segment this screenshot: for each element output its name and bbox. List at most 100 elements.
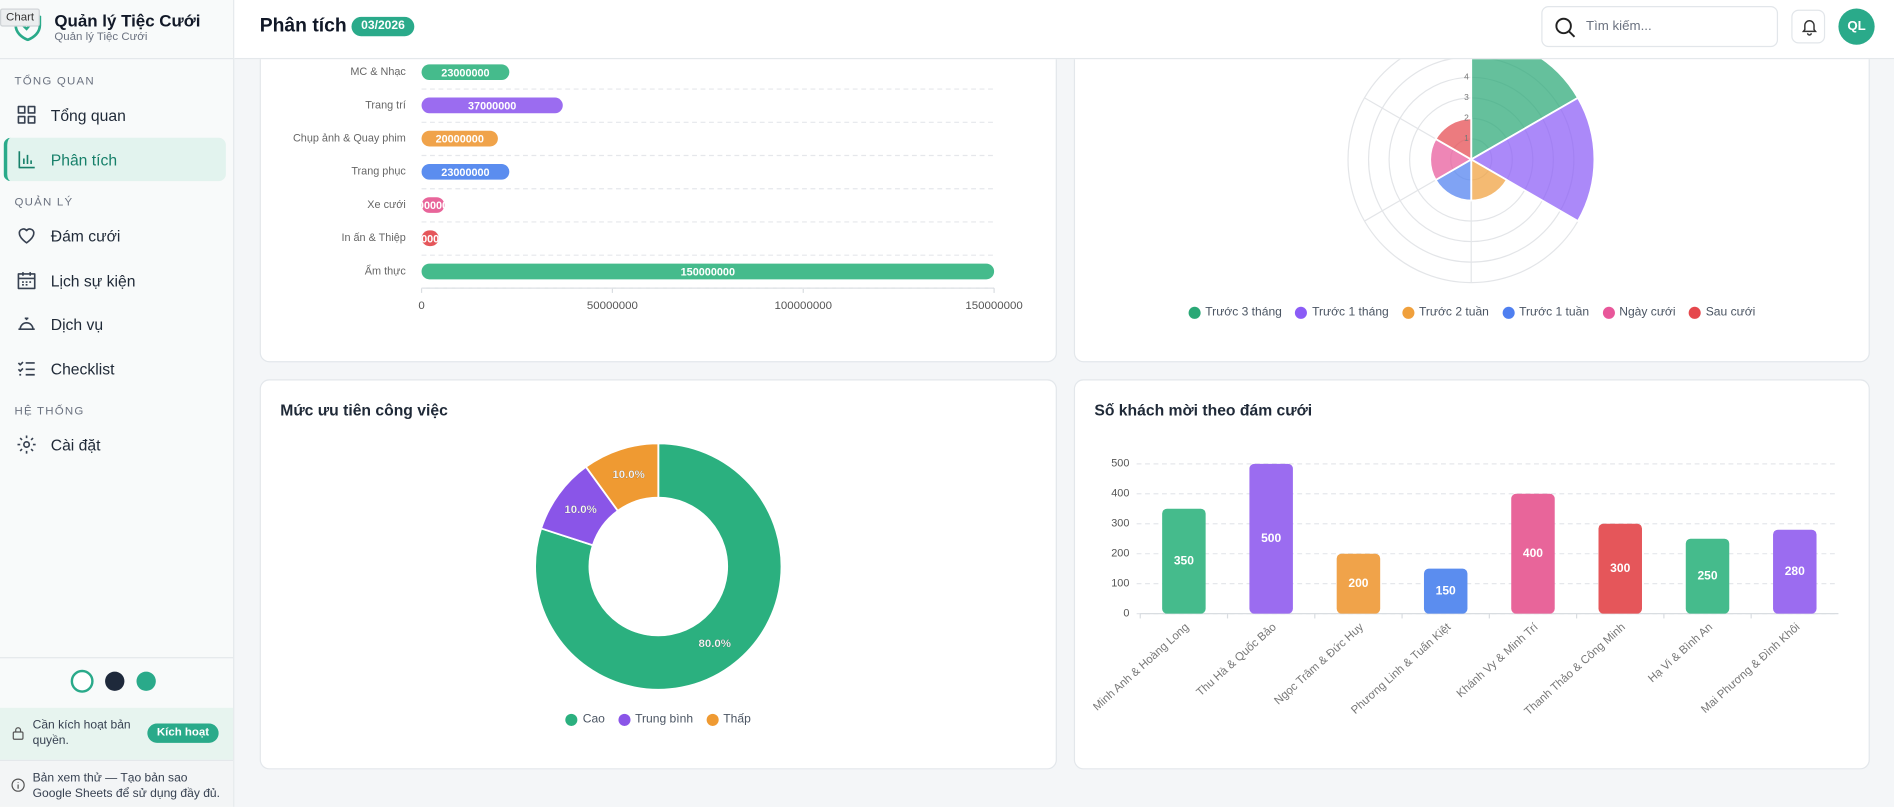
legend-swatch (1295, 306, 1308, 319)
value-label: 280 (1785, 564, 1805, 578)
nav-item[interactable]: Dịch vụ (4, 302, 226, 345)
legend-item[interactable]: Trước 3 tháng (1188, 306, 1282, 319)
value-label: 10.0% (564, 504, 597, 516)
legend-item[interactable]: Trước 2 tuần (1402, 306, 1489, 319)
legend-label: Thấp (723, 712, 751, 726)
nav-item[interactable]: Tổng quan (4, 93, 226, 136)
r-tick-label: 1 (1464, 133, 1469, 143)
nav-section-label: TỔNG QUAN (14, 74, 95, 89)
x-tick-label: Khánh Vy & Minh Trí (1455, 621, 1541, 701)
legend-item[interactable]: Trước 1 tháng (1295, 306, 1389, 319)
bar (1773, 529, 1817, 614)
nav-label: Phân tích (50, 150, 118, 169)
bar (421, 263, 995, 280)
value-label: 250 (1697, 568, 1717, 582)
value-label: 6000000 (412, 200, 454, 212)
divider (0, 657, 234, 659)
value-label: 500 (1261, 531, 1281, 545)
activate-button[interactable]: Kích hoạt (147, 723, 219, 743)
legend-swatch (1188, 306, 1201, 319)
theme-dot[interactable] (70, 669, 94, 693)
nav-label: Dịch vụ (50, 315, 104, 334)
r-tick-label: 3 (1464, 92, 1469, 102)
legend-item[interactable]: Sau cưới (1688, 305, 1756, 319)
legend-item[interactable]: Cao (565, 713, 605, 726)
app-subtitle: Quản lý Tiệc Cưới (54, 30, 148, 44)
nav-item[interactable]: Đám cưới (4, 214, 226, 257)
sidebar-header: Quản lý Tiệc Cưới Quản lý Tiệc Cưới Char… (0, 0, 234, 60)
bar (421, 64, 510, 81)
x-tick-label: Thu Hà & Quốc Bảo (1195, 621, 1279, 699)
legend-swatch (1602, 306, 1615, 319)
period-badge[interactable]: 03/2026 (351, 16, 415, 37)
preview-notice: Bản xem thử — Tạo bản sao Google Sheets … (0, 759, 234, 807)
legend-swatch (706, 713, 719, 726)
card-title: Số khách mời theo đám cưới (1094, 401, 1313, 420)
legend-label: Trước 1 tháng (1312, 305, 1389, 319)
info-icon (11, 778, 25, 792)
y-tick-label: In ấn & Thiệp (341, 232, 405, 244)
legend-item[interactable]: Trung bình (618, 713, 693, 726)
bar (421, 197, 445, 213)
icon-path (18, 228, 35, 244)
theme-dot[interactable] (136, 671, 156, 691)
legend: Trước 3 tháng Trước 1 tháng Trước 2 tuần Tr… (1074, 306, 1870, 319)
tooltip: Chart (0, 8, 41, 27)
y-tick-label: Xe cưới (367, 199, 406, 211)
bar (1249, 463, 1293, 614)
value-label: 350 (1174, 553, 1194, 567)
icon-path (18, 317, 35, 330)
bar (1598, 523, 1642, 614)
card (259, 12, 1057, 363)
bar (421, 130, 498, 147)
value-label: 4500000 (409, 233, 451, 245)
nav-item[interactable]: Checklist (4, 346, 226, 389)
card-title: Mức ưu tiên công việc (280, 401, 448, 420)
nav-item[interactable]: Phân tích (3, 137, 226, 181)
value-label: 300 (1610, 561, 1630, 575)
icon-path (18, 150, 35, 168)
y-tick-label: Trang phục (351, 166, 406, 178)
nav-icon (18, 317, 35, 330)
x-tick-label: Thanh Thảo & Công Minh (1522, 621, 1627, 718)
nav-label: Lịch sự kiện (50, 271, 136, 290)
legend-label: Trước 3 tháng (1205, 305, 1282, 319)
header: Phân tích 03/2026 Tìm kiếm... QL (234, 0, 1894, 60)
app-title: Quản lý Tiệc Cưới (54, 10, 201, 31)
legend-item[interactable]: Trước 1 tuần (1502, 306, 1589, 319)
nav-label: Checklist (50, 359, 115, 378)
value-label: 23000000 (441, 67, 489, 79)
search-box[interactable]: Tìm kiếm... (1541, 6, 1779, 48)
legend-item[interactable]: Thấp (706, 712, 751, 726)
bar (1162, 508, 1206, 614)
nav-icon (17, 435, 36, 454)
icon-path (17, 271, 36, 289)
legend-label: Trung bình (635, 712, 694, 726)
legend-label: Sau cưới (1705, 305, 1756, 319)
bell-icon (1801, 20, 1817, 36)
theme-dot[interactable] (105, 671, 125, 691)
license-notice: Cần kích hoạt bản quyền. Kích hoạt (0, 707, 234, 760)
bar (1511, 493, 1555, 614)
nav-section-label: HỆ THỐNG (14, 404, 85, 418)
notification-button[interactable] (1791, 9, 1826, 44)
x-tick-label: Mai Phương & Đình Khôi (1699, 621, 1802, 716)
legend-swatch (1688, 306, 1701, 319)
y-tick-label: Trang trí (365, 99, 406, 111)
nav-item[interactable]: Lịch sự kiện (4, 258, 226, 301)
legend-swatch (1502, 306, 1515, 319)
page-title: Phân tích (259, 15, 347, 37)
bar (1423, 568, 1468, 614)
x-tick-label: Hạ Vi & Bình An (1646, 621, 1715, 685)
nav-item[interactable]: Cài đặt (4, 423, 226, 466)
r-tick-label: 2 (1464, 113, 1469, 123)
avatar[interactable]: QL (1838, 8, 1875, 45)
nav-section-label: QUẢN LÝ (14, 195, 74, 209)
bar (421, 97, 563, 114)
legend-item[interactable]: Ngày cưới (1602, 306, 1676, 319)
polar-slice (1434, 117, 1473, 162)
value-label: 37000000 (468, 100, 516, 112)
x-tick-label: 0 (418, 300, 424, 312)
